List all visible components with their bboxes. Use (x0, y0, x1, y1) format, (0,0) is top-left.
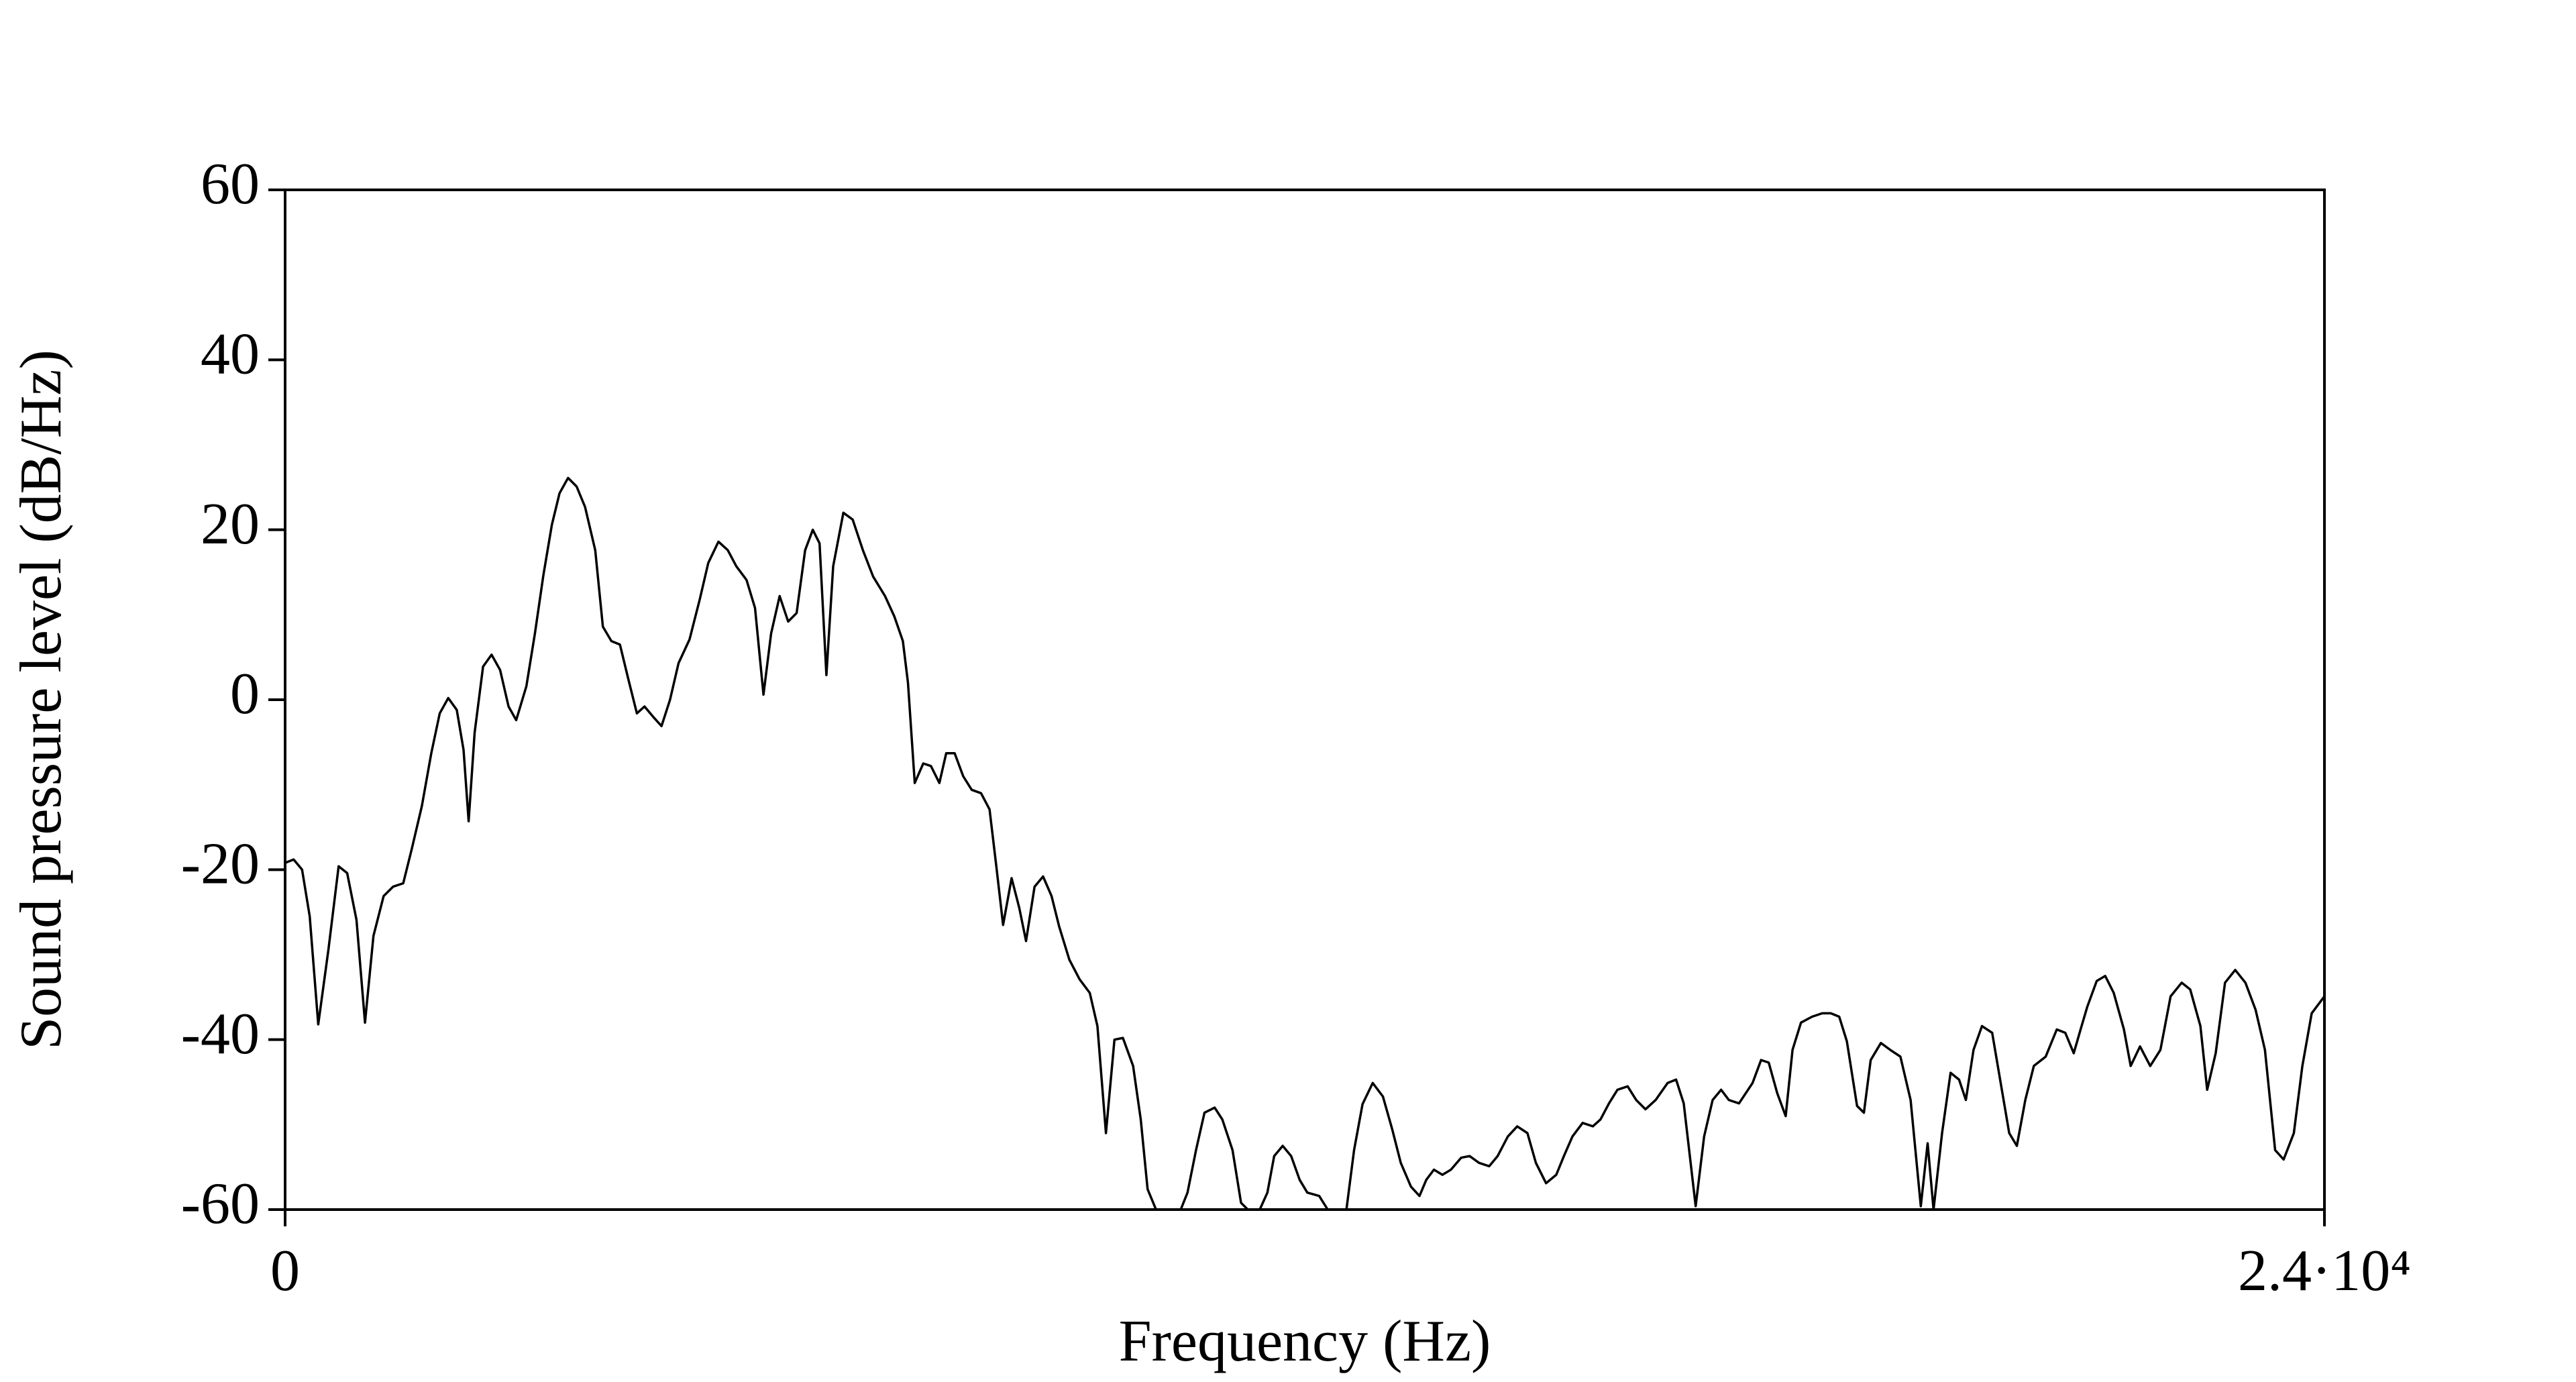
x-tick-label: 0 (270, 1238, 300, 1304)
x-tick-label: 2.4·10⁴ (2238, 1238, 2411, 1304)
x-axis-label: Frequency (Hz) (1119, 1309, 1491, 1374)
y-tick-label: -20 (181, 832, 260, 897)
y-tick-label: 20 (201, 492, 260, 557)
y-tick-label: -40 (181, 1002, 260, 1067)
y-tick-label: -60 (181, 1171, 260, 1236)
y-tick-label: 60 (201, 152, 260, 217)
plot-frame (284, 189, 2326, 1211)
y-axis-label: Sound pressure level (dB/Hz) (9, 350, 74, 1050)
y-tick-label: 0 (230, 661, 260, 727)
spectrum-line (284, 476, 2326, 1211)
y-tick-label: 40 (201, 322, 260, 387)
